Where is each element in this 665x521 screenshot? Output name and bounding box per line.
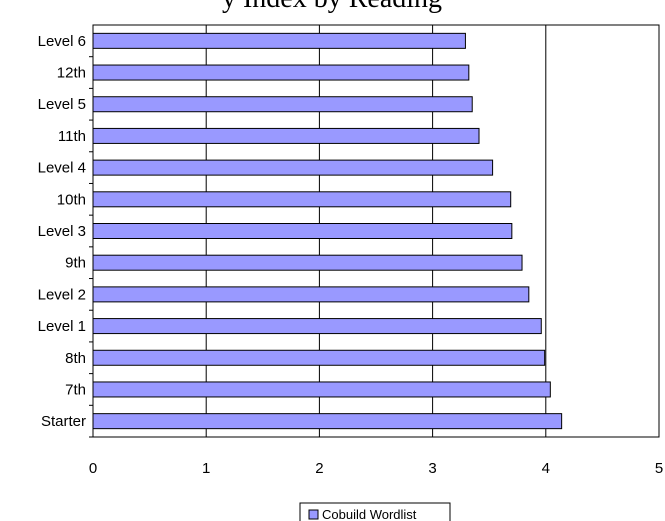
bar: [92, 127, 480, 144]
legend-label: Cobuild Wordlist: [322, 507, 417, 521]
category-label: Level 2: [38, 286, 86, 303]
category-label: 8th: [65, 350, 86, 367]
x-tick-label: 1: [202, 460, 210, 477]
category-label: 9th: [65, 255, 86, 272]
category-label: Level 1: [38, 318, 86, 335]
x-tick-label: 3: [428, 460, 436, 477]
legend-box: [299, 502, 451, 521]
legend: Cobuild Wordlist: [299, 502, 451, 521]
bar: [92, 254, 523, 271]
bar: [92, 159, 494, 176]
x-tick-label: 2: [315, 460, 323, 477]
category-label: 10th: [57, 191, 86, 208]
category-label: 11th: [58, 128, 86, 145]
chart-title: y Index by Reading: [222, 0, 442, 14]
category-label: Starter: [41, 413, 86, 430]
legend-swatch: [308, 509, 319, 520]
category-label: Level 3: [38, 223, 86, 240]
x-axis-tick-labels: 0 1 2 3 4 5: [89, 460, 663, 477]
x-tick-label: 0: [89, 460, 97, 477]
category-labels: Starter 7th 8th Level 1 Level 2 9th Level 3 10t…: [38, 33, 93, 438]
bar: [92, 318, 542, 335]
bar: [92, 64, 470, 81]
bar: [92, 349, 546, 366]
bar: [92, 32, 466, 49]
bars: [92, 32, 563, 430]
bar: [92, 381, 551, 398]
category-label: Level 6: [38, 33, 86, 50]
category-label: 7th: [65, 381, 86, 398]
bar: [92, 96, 473, 113]
bar: [92, 286, 530, 303]
x-tick-label: 4: [542, 460, 550, 477]
bar: [92, 191, 512, 208]
category-label: 12th: [57, 65, 86, 82]
bar: [92, 413, 563, 430]
category-label: Level 4: [38, 160, 86, 177]
bar: [92, 223, 513, 239]
x-tick-label: 5: [655, 460, 663, 477]
category-label: Level 5: [38, 96, 86, 113]
